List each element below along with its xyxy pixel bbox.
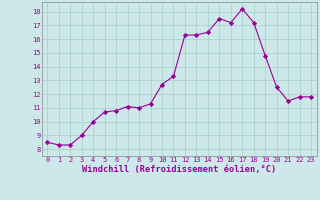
X-axis label: Windchill (Refroidissement éolien,°C): Windchill (Refroidissement éolien,°C) [82, 165, 276, 174]
